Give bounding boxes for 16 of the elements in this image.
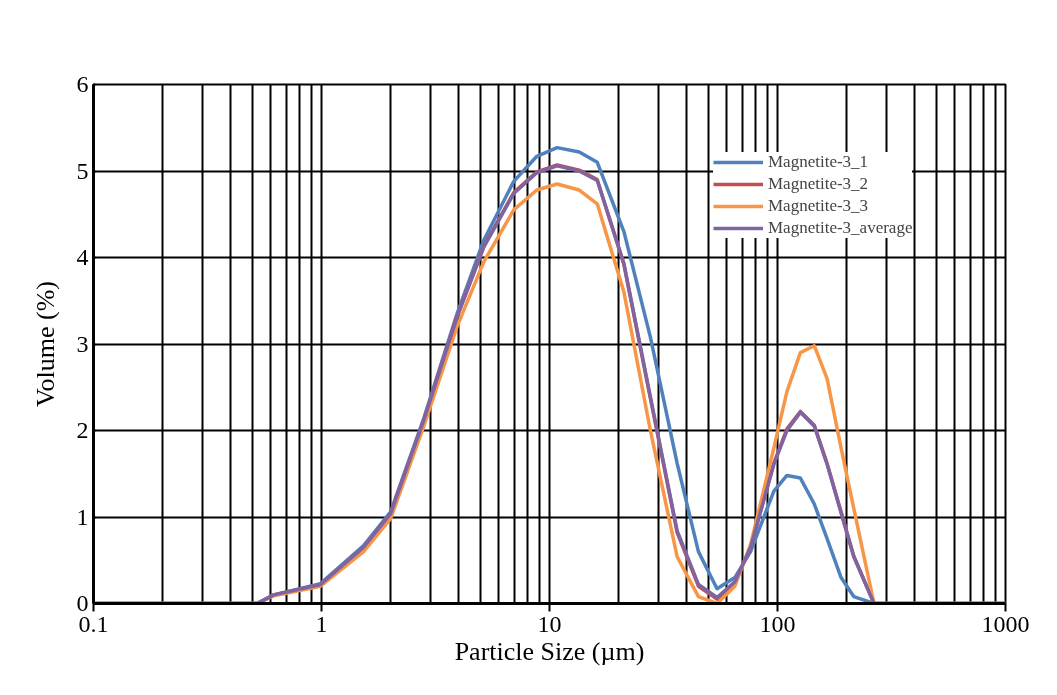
y-axis-title: Volume (%) xyxy=(30,281,60,407)
legend-label: Magnetite-3_2 xyxy=(768,174,869,194)
y-tick-label: 1 xyxy=(76,503,89,530)
legend-label: Magnetite-3_3 xyxy=(768,196,869,216)
x-tick-label: 10 xyxy=(537,610,562,637)
y-tick-label: 2 xyxy=(76,417,89,443)
y-tick-label: 4 xyxy=(76,244,89,270)
x-tick-label: 1 xyxy=(315,610,328,637)
x-axis-title: Particle Size (µm) xyxy=(454,636,645,666)
y-tick-label: 5 xyxy=(76,157,89,184)
x-tick-label: 1000 xyxy=(981,610,1030,637)
legend-label: Magnetite-3_1 xyxy=(768,152,869,172)
legend-label: Magnetite-3_average xyxy=(768,218,913,238)
y-tick-label: 6 xyxy=(76,71,89,97)
x-tick-label: 100 xyxy=(759,610,796,637)
y-tick-label: 3 xyxy=(76,330,89,357)
